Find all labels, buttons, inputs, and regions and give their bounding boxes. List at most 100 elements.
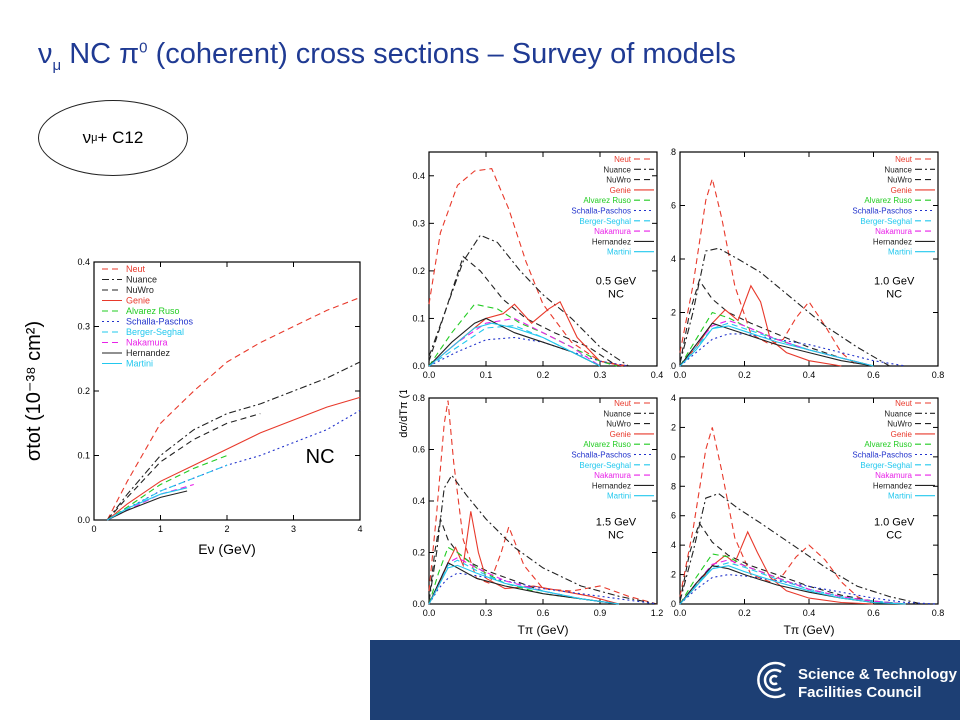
y-tick-label: 0.6	[670, 201, 676, 211]
series-line-hernandez	[679, 565, 906, 605]
legend-label: Hernandez	[873, 481, 912, 490]
series-line-schalla-paschos	[679, 333, 906, 367]
y-axis-label: σtot (10⁻³⁸ cm²)	[23, 321, 45, 461]
legend-label: Martini	[888, 248, 912, 257]
y-tick-label: 0.4	[77, 257, 90, 267]
x-tick-label: 0.6	[867, 370, 880, 380]
y-tick-label: 0.3	[77, 322, 90, 332]
series-line-neut	[106, 296, 361, 521]
dsigma-nc-1.5gev-chart: 0.0 0.3 0.6 0.9 1.2 0.0 0.2 0.4 0.6 0.8 NeutNuance…	[398, 390, 664, 637]
legend-label: Hernandez	[126, 348, 171, 358]
y-axis-label: dσ/dTπ (10⁻³⁸ cm²/GeV)	[398, 390, 410, 438]
x-tick-label: 1.2	[651, 608, 664, 618]
x-tick-label: 0.6	[537, 608, 550, 618]
series-line-martini	[428, 564, 620, 605]
legend-label: NuWro	[126, 285, 154, 295]
y-tick-label: 1.0	[670, 452, 676, 462]
panel-annotation: 1.0 GeV	[874, 276, 915, 288]
x-tick-label: 0.0	[674, 608, 687, 618]
legend-label: Genie	[891, 186, 913, 195]
legend-label: Alvarez Ruso	[583, 196, 631, 205]
legend-label: Genie	[126, 296, 150, 306]
legend-label: Nakamura	[875, 227, 912, 236]
legend-label: Schalla-Paschos	[852, 451, 912, 460]
series-line-neut	[679, 427, 874, 605]
x-tick-label: 0.6	[867, 608, 880, 618]
legend-label: Alvarez Ruso	[864, 440, 912, 449]
series-line-neut	[428, 400, 658, 605]
y-tick-label: 1.2	[670, 422, 676, 432]
legend-label: Hernandez	[873, 237, 912, 246]
series-line-nuance	[679, 247, 890, 367]
panel-annotation: NC	[608, 530, 624, 542]
series-line-neut	[428, 167, 629, 367]
series-line-hernandez	[428, 317, 601, 367]
y-tick-label: 0.2	[77, 386, 90, 396]
legend-label: Neut	[126, 264, 146, 274]
y-tick-label: 0.1	[77, 451, 90, 461]
y-tick-label: 1.4	[670, 393, 676, 403]
x-tick-label: 3	[291, 524, 296, 534]
x-axis-label: Eν (GeV)	[198, 541, 256, 557]
series-line-hernandez	[679, 322, 874, 367]
stfc-logo-text: Science & Technology Facilities Council	[798, 666, 957, 701]
y-tick-label: 0.4	[670, 254, 676, 264]
series-line-alvarez-ruso	[107, 454, 228, 521]
series-line-nuwro	[679, 521, 906, 605]
legend-label: Alvarez Ruso	[583, 440, 631, 449]
series-line-berger-seghal	[428, 559, 620, 605]
x-tick-label: 0.8	[932, 608, 945, 618]
legend-label: Martini	[888, 492, 912, 501]
panel-annotation: 1.5 GeV	[596, 517, 637, 529]
series-line-nuwro	[106, 413, 261, 521]
legend-label: Schalla-Paschos	[852, 207, 912, 216]
panel-annotation: NC	[306, 446, 335, 468]
series-line-neut	[679, 176, 858, 367]
series-line-berger-seghal	[428, 325, 601, 367]
legend-label: Schalla-Paschos	[571, 207, 631, 216]
y-tick-label: 0.8	[412, 393, 425, 403]
legend-label: Genie	[891, 430, 913, 439]
y-tick-label: 0.2	[670, 308, 676, 318]
legend-label: NuWro	[606, 176, 631, 185]
series-line-nuance	[679, 492, 923, 605]
dsigma-nc-1.0gev-chart: 0.0 0.2 0.4 0.6 0.8 0.0 0.2 0.4 0.6 0.8 NeutNuance…	[670, 147, 944, 380]
x-tick-label: 0.2	[738, 370, 751, 380]
y-tick-label: 0.3	[412, 218, 425, 228]
series-line-schalla-paschos	[428, 336, 629, 367]
legend-label: Hernandez	[592, 481, 631, 490]
panel-annotation: CC	[886, 530, 902, 542]
legend-label: Berger-Seghal	[579, 461, 631, 470]
legend-label: Nuance	[884, 409, 912, 418]
legend-label: Neut	[895, 399, 913, 408]
series-line-genie	[679, 284, 842, 367]
x-tick-label: 0.0	[423, 370, 436, 380]
panel-annotation: NC	[886, 289, 902, 301]
series-line-nuwro	[428, 516, 620, 605]
x-tick-label: 0	[91, 524, 96, 534]
legend-label: Nakamura	[594, 227, 631, 236]
panel-annotation: 0.5 GeV	[596, 276, 637, 288]
plot-frame	[679, 397, 939, 605]
series-line-nuance	[428, 474, 658, 605]
y-tick-label: 0.0	[412, 599, 425, 609]
series-line-nuance	[106, 361, 361, 521]
stfc-logo-icon	[757, 661, 786, 699]
y-tick-label: 0.4	[412, 496, 425, 506]
legend-label: Hernandez	[592, 237, 631, 246]
page-title: νμ NC π0 (coherent) cross sections – Sur…	[38, 38, 736, 74]
legend-label: Nuance	[884, 165, 912, 174]
series-line-martini	[679, 565, 906, 605]
y-tick-label: 0.4	[412, 171, 425, 181]
legend-label: Martini	[607, 248, 631, 257]
x-tick-label: 0.0	[423, 608, 436, 618]
legend-label: Alvarez Ruso	[864, 196, 912, 205]
legend-label: Genie	[610, 430, 632, 439]
x-tick-label: 0.4	[803, 370, 816, 380]
x-tick-label: 0.2	[537, 370, 550, 380]
legend-label: Nakamura	[594, 471, 631, 480]
series-line-nuance	[428, 234, 629, 367]
y-tick-label: 0.6	[670, 511, 676, 521]
legend-label: Berger-Seghal	[126, 327, 184, 337]
x-tick-label: 1	[158, 524, 163, 534]
